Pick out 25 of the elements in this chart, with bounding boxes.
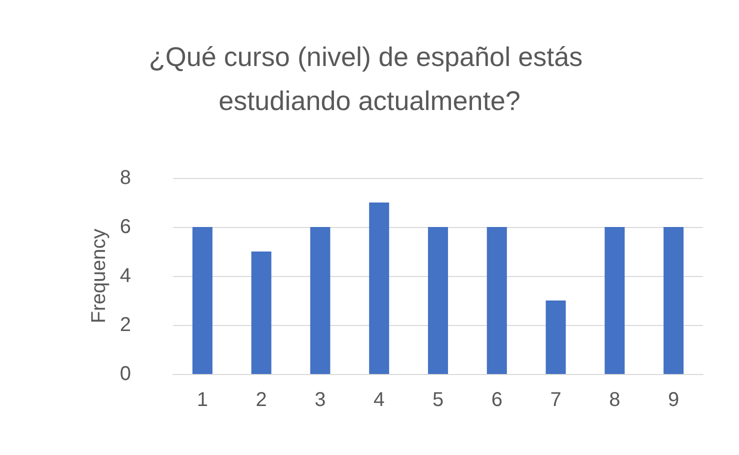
y-tick-label: 2 (120, 314, 131, 336)
bar (664, 227, 684, 374)
bar (486, 227, 507, 374)
x-tick-label: 3 (314, 389, 326, 411)
y-tick-label: 6 (120, 216, 131, 238)
x-tick-label: 5 (432, 389, 444, 411)
x-tick-label: 4 (374, 389, 385, 411)
y-tick-label: 8 (120, 167, 131, 189)
bar (251, 252, 272, 374)
y-tick-label: 4 (120, 265, 131, 287)
bar (369, 202, 390, 374)
chart-title: ¿Qué curso (nivel) de español estás estudiando actualmente? (148, 42, 590, 116)
bar (310, 227, 330, 374)
bar (546, 300, 566, 374)
x-tick-label: 9 (668, 389, 680, 411)
x-tick-label: 1 (196, 389, 208, 411)
x-tick-label: 8 (609, 389, 620, 411)
x-tick-label: 2 (256, 389, 267, 411)
bar (428, 227, 448, 374)
bar (604, 227, 625, 374)
x-tick-label: 7 (550, 389, 562, 411)
y-axis-title: Frequency (88, 228, 110, 324)
y-tick-label: 0 (120, 363, 131, 385)
x-tick-label: 6 (491, 389, 502, 411)
bar (192, 227, 212, 374)
